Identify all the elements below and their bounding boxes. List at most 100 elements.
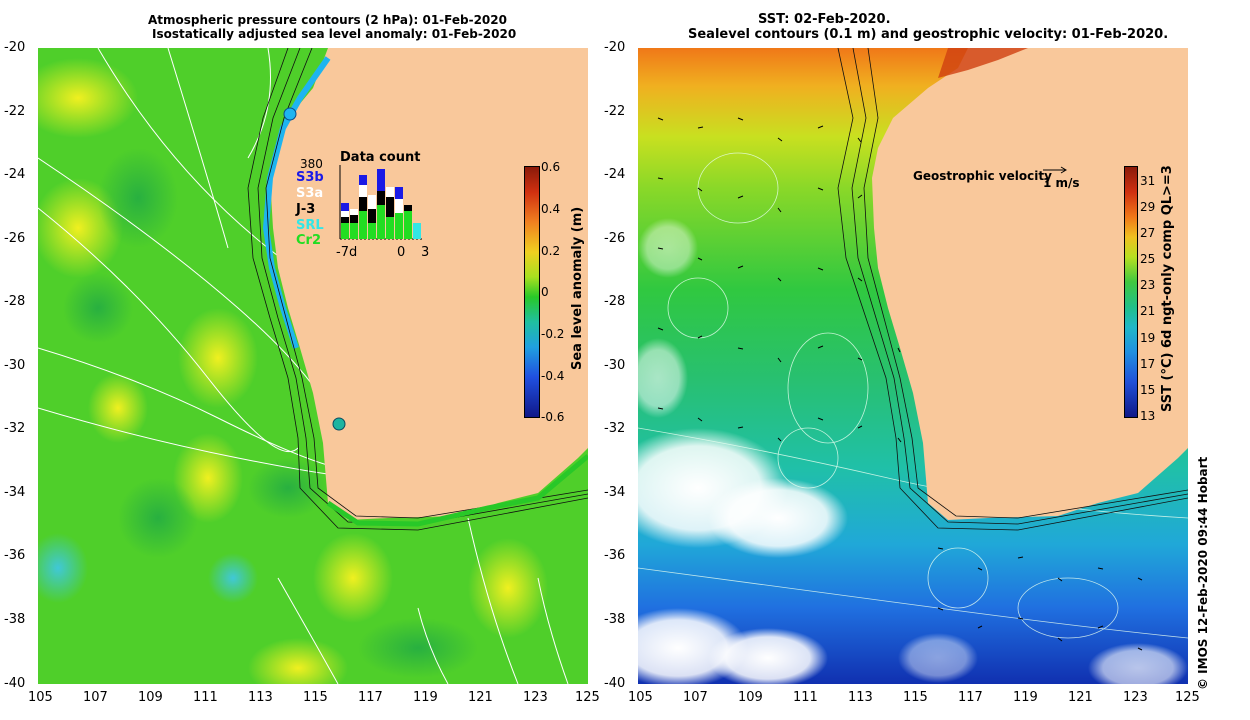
- data-count-x-end: 3: [421, 245, 430, 260]
- sst-colorbar: [1124, 166, 1138, 418]
- lon-tick-label: 113: [248, 690, 273, 705]
- left-map-panel[interactable]: [38, 48, 588, 684]
- lon-tick-label: 115: [903, 690, 928, 705]
- sst-tick-label: 19: [1140, 331, 1156, 345]
- sst-tick-label: 31: [1140, 174, 1156, 188]
- sla-colorbar: [524, 166, 540, 418]
- imos-credit: © IMOS 12-Feb-2020 09:44 Hobart: [1196, 456, 1210, 690]
- sat-label-s3a: S3a: [296, 186, 324, 201]
- sst-tick-label: 25: [1140, 252, 1156, 266]
- bathymetry-contours: [837, 48, 1188, 531]
- lon-tick-label: 121: [1068, 690, 1093, 705]
- data-count-x-zero: 0: [397, 245, 406, 260]
- lat-tick-label: -26: [604, 231, 626, 246]
- data-count-histogram: [339, 165, 422, 240]
- sat-label-s3b: S3b: [296, 170, 324, 185]
- sst-tick-label: 15: [1140, 383, 1156, 397]
- right-map-panel[interactable]: [638, 48, 1188, 684]
- lon-tick-label: 123: [1123, 690, 1148, 705]
- lat-tick-label: -38: [4, 612, 26, 627]
- lat-tick-label: -22: [604, 104, 626, 119]
- sst-tick-label: 23: [1140, 278, 1156, 292]
- lon-tick-label: 111: [793, 690, 818, 705]
- cloud-mask: [638, 218, 1188, 684]
- right-map-svg: [638, 48, 1188, 684]
- right-map-gap-patch: [1188, 48, 1194, 60]
- lat-tick-label: -36: [604, 548, 626, 563]
- lon-tick-label: 113: [848, 690, 873, 705]
- australia-landmass: [270, 48, 588, 520]
- data-count-title: Data count: [340, 150, 421, 165]
- lat-tick-label: -20: [4, 40, 26, 55]
- geostrophic-velocity-arrows: [657, 117, 1143, 651]
- lon-tick-label: 121: [468, 690, 493, 705]
- lat-tick-label: -34: [604, 485, 626, 500]
- station-marker[interactable]: [283, 107, 297, 121]
- lat-tick-label: -24: [604, 167, 626, 182]
- data-count-x-start: -7d: [336, 245, 358, 260]
- lat-tick-label: -40: [4, 676, 26, 691]
- lon-tick-label: 119: [413, 690, 438, 705]
- lon-tick-label: 107: [683, 690, 708, 705]
- lon-tick-label: 105: [28, 690, 53, 705]
- sst-tick-label: 21: [1140, 304, 1156, 318]
- lat-tick-label: -24: [4, 167, 26, 182]
- lon-tick-label: 117: [358, 690, 383, 705]
- sla-tick-label: 0: [541, 285, 549, 299]
- lat-tick-label: -30: [604, 358, 626, 373]
- velocity-scale-arrow-icon: [1043, 166, 1067, 174]
- geostrophic-velocity-label: Geostrophic velocity: [913, 169, 1052, 183]
- lon-tick-label: 109: [738, 690, 763, 705]
- histogram-bars: [341, 169, 421, 239]
- sla-tick-label: -0.2: [541, 327, 565, 341]
- lat-tick-label: -34: [4, 485, 26, 500]
- lon-tick-label: 115: [303, 690, 328, 705]
- lat-tick-label: -36: [4, 548, 26, 563]
- lat-tick-label: -26: [4, 231, 26, 246]
- lat-tick-label: -40: [604, 676, 626, 691]
- lon-tick-label: 123: [523, 690, 548, 705]
- sla-colorbar-title: Sea level anomaly (m): [570, 206, 585, 370]
- lon-tick-label: 111: [193, 690, 218, 705]
- station-marker[interactable]: [332, 417, 346, 431]
- lon-tick-label: 107: [83, 690, 108, 705]
- sea-level-anomaly-field: [38, 58, 548, 684]
- lat-tick-label: -20: [604, 40, 626, 55]
- sst-tick-label: 29: [1140, 200, 1156, 214]
- lat-tick-label: -28: [604, 294, 626, 309]
- sst-tick-label: 27: [1140, 226, 1156, 240]
- lat-tick-label: -32: [604, 421, 626, 436]
- lat-tick-label: -28: [4, 294, 26, 309]
- lat-tick-label: -30: [4, 358, 26, 373]
- velocity-scale-label: 1 m/s: [1043, 176, 1080, 190]
- sla-tick-label: 0.2: [541, 244, 561, 258]
- lon-tick-label: 125: [575, 690, 600, 705]
- sat-label-cr2: Cr2: [296, 233, 321, 248]
- left-map-title-line2: Isostatically adjusted sea level anomaly…: [152, 27, 517, 41]
- left-map-title-line1: Atmospheric pressure contours (2 hPa): 0…: [148, 13, 507, 27]
- lat-tick-label: -22: [4, 104, 26, 119]
- lon-tick-label: 109: [138, 690, 163, 705]
- lat-tick-label: -32: [4, 421, 26, 436]
- lon-tick-label: 117: [958, 690, 983, 705]
- sla-tick-label: -0.4: [541, 369, 565, 383]
- sla-tick-label: 0.6: [541, 160, 561, 174]
- coastal-dots: [326, 454, 588, 527]
- right-map-title-line2: Sealevel contours (0.1 m) and geostrophi…: [688, 27, 1169, 42]
- sla-tick-label: 0.4: [541, 202, 561, 216]
- lon-tick-label: 105: [628, 690, 653, 705]
- sla-tick-label: -0.6: [541, 410, 565, 424]
- warm-coastal-water: [938, 48, 1028, 78]
- data-count-max: 380: [300, 157, 323, 171]
- sst-tick-label: 17: [1140, 357, 1156, 371]
- left-map-svg: [38, 48, 588, 684]
- sst-tick-label: 13: [1140, 409, 1156, 423]
- lat-tick-label: -38: [604, 612, 626, 627]
- sat-label-srl: SRL: [296, 218, 324, 233]
- sat-label-j3: J-3: [296, 202, 316, 217]
- sst-colorbar-title: SST (°C) 6d ngt-only comp QL>=3: [1160, 165, 1175, 412]
- lon-tick-label: 125: [1175, 690, 1200, 705]
- right-map-title-line1: SST: 02-Feb-2020.: [758, 12, 891, 27]
- lon-tick-label: 119: [1013, 690, 1038, 705]
- australia-landmass: [872, 48, 1188, 520]
